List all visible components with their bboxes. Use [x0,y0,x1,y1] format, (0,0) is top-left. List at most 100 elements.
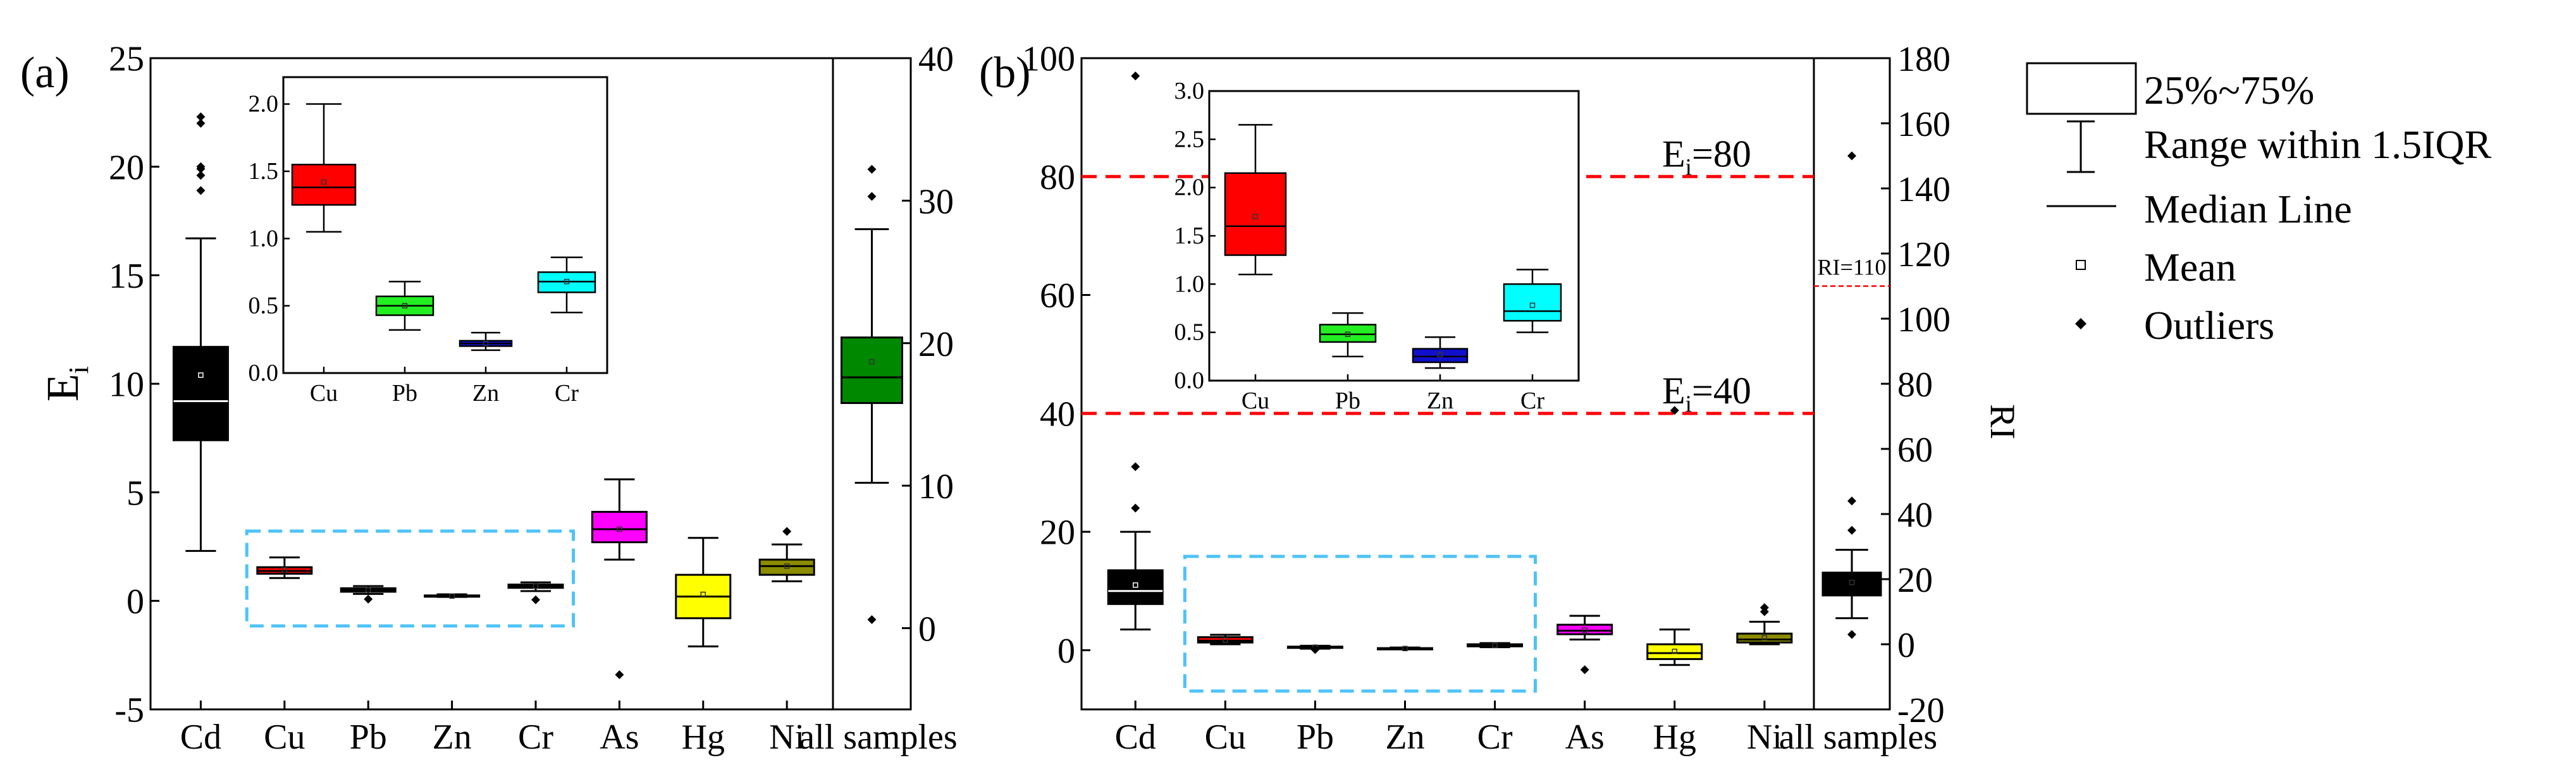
mean-marker [402,303,408,309]
outlier-point [1847,151,1856,161]
x-axis-tick-label: Pb [1297,718,1334,757]
all-samples-frame [832,57,912,711]
outlier-point [1759,603,1769,612]
box-hg [675,537,732,647]
mean-marker [449,593,455,599]
box-inset-zn [1412,336,1469,369]
box-pb [340,585,397,604]
highlight-dashed-box [1183,554,1538,693]
mean-marker [533,583,539,589]
x-axis-tick-label: Hg [682,718,725,757]
box-as [591,478,648,680]
y-axis-title: Ei [37,366,94,401]
outlier-point [196,119,206,128]
box-cu [1197,634,1254,646]
right-axis-tick-label: 40 [1897,496,1933,535]
y-axis-tick-label: 60 [1040,276,1075,315]
x-axis-tick-label: Cu [1205,718,1246,757]
inset-y-tick-label: 0.5 [1174,319,1205,346]
x-axis-tick-label: Hg [1653,718,1696,757]
right-axis-tick-label: 0 [1897,626,1915,665]
box-inset-cr [537,256,596,314]
legend: 25%~75% Range within 1.5IQR Median Line Mea… [2026,62,2492,348]
inset-y-tick-label: 0.0 [1174,367,1205,394]
inset-chart: 0.0 0.5 1.0 1.5 2.0 2.5 3.0 Cu Pb Zn Cr [1174,78,1580,414]
box-inset-pb [1319,312,1377,358]
outlier-point [1310,645,1320,654]
outlier-point [1670,406,1679,415]
legend-outlier-symbol [2075,318,2086,329]
y-axis-tick-label: 5 [126,474,144,513]
outlier-point [1131,503,1140,513]
x-axis-tick-label-all-samples: all samples [1779,718,1937,757]
inset-x-tick-label: Zn [472,380,499,407]
mean-marker [1529,302,1536,309]
y-axis-tick-label: 40 [1040,395,1075,434]
mean-marker [784,563,790,569]
box-iqr [841,336,903,404]
legend-label-outlier: Outliers [2144,303,2274,348]
mean-marker [1761,635,1768,640]
box-iqr [172,346,229,441]
right-axis-tick-label: 40 [918,40,954,79]
mean-marker [1672,648,1678,654]
inset-y-tick-label: 1.5 [249,158,279,185]
box-ni [758,527,815,582]
x-axis-tick-label: Zn [433,718,472,757]
box-as [1556,615,1613,675]
highlight-dashed-box [245,529,576,628]
y-axis-tick-label: 0 [126,582,144,622]
x-axis-tick-label: Cd [180,718,221,757]
mean-marker [1223,637,1228,643]
ri-reference-label: RI=110 [1818,255,1887,280]
outlier-point [615,670,624,680]
box-iqr [1646,643,1703,660]
reference-line-label: Ei=80 [1662,133,1751,180]
box-hg [1646,406,1703,666]
inset-x-tick-label: Pb [1335,388,1360,414]
box-cu [256,556,313,579]
panel-b: (b) 0 20 40 60 80 100 -20 0 20 40 60 80 100 120 140 160 1… [979,40,2022,757]
inset-y-tick-label: 2.0 [249,91,279,118]
box-iqr [1736,632,1793,644]
legend-label-box: 25%~75% [2144,68,2314,113]
outlier-point [531,595,541,604]
y-axis-tick-label: 20 [1040,513,1075,553]
box-inset-cr [1503,269,1562,333]
mean-marker [617,526,622,532]
x-axis-tick-label: Cr [1477,718,1513,757]
mean-marker [1252,214,1259,219]
box-zn [424,593,481,599]
legend-box-symbol [2026,62,2137,115]
inset-x-tick-label: Cr [1520,388,1544,414]
right-axis-tick-label: 60 [1897,431,1933,470]
box-cr [1467,642,1524,649]
mean-marker [321,179,327,185]
right-axis-tick-label: -20 [1897,691,1945,730]
mean-marker [1582,627,1587,633]
mean-marker [869,358,875,365]
outlier-point [1131,71,1140,81]
legend-label-mean: Mean [2144,245,2236,290]
inset-x-tick-label: Cu [1242,388,1269,414]
inset-y-tick-label: 2.5 [1174,126,1205,152]
right-axis-tick-label: 20 [1897,561,1933,600]
box-all-all-samples [1821,151,1882,639]
box-ni [1736,603,1793,646]
mean-marker [1133,582,1138,588]
x-axis-tick-label-all-samples: all samples [799,718,957,757]
inset-frame [282,76,608,374]
right-axis-tick-label: 20 [918,325,954,364]
x-axis-tick-label: Cr [518,718,553,757]
right-axis-tick-label: 10 [918,467,954,506]
y-axis-tick-label: 10 [109,365,144,405]
y-axis-tick-label: 80 [1040,158,1075,197]
inset-y-tick-label: 2.0 [1174,175,1205,201]
box-zn [1377,646,1434,651]
outlier-point [867,615,877,625]
y-axis-tick-label: 15 [109,257,144,296]
outlier-point [782,527,792,536]
inset-y-tick-label: 1.5 [1174,223,1205,249]
mean-marker [564,279,570,285]
outlier-point [1847,525,1856,535]
